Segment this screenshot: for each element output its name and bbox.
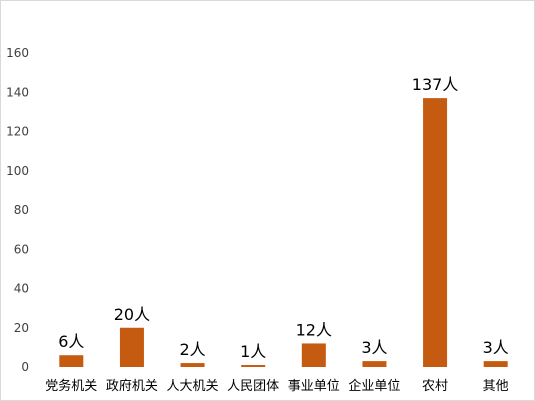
x-tick-label: 企业单位: [348, 378, 400, 394]
x-tick-label: 人民团体: [227, 379, 279, 394]
data-label: 12人: [296, 320, 332, 339]
y-axis: 0 20 40 60 80 100 120 140 160: [6, 46, 29, 374]
x-tick-label: 事业单位: [288, 379, 340, 394]
data-label: 137人: [412, 75, 459, 94]
data-labels: 6人 20人 2人 1人 12人 3人 137人 3人: [58, 75, 509, 361]
y-tick-label: 140: [6, 85, 29, 99]
bar: [362, 361, 387, 367]
y-tick-label: 20: [14, 321, 29, 335]
bar: [119, 327, 144, 367]
bar: [423, 98, 448, 367]
bar: [301, 343, 326, 367]
y-tick-label: 160: [6, 46, 29, 60]
x-tick-label: 党务机关: [45, 378, 97, 394]
data-label: 2人: [179, 340, 205, 359]
x-tick-label: 其他: [483, 379, 509, 394]
x-tick-label: 政府机关: [106, 379, 158, 394]
data-label: 20人: [114, 305, 150, 324]
data-label: 3人: [483, 338, 509, 357]
bars: [59, 98, 508, 367]
y-tick-label: 60: [14, 242, 29, 256]
x-tick-label: 人大机关: [167, 379, 219, 394]
data-label: 1人: [240, 342, 266, 361]
x-tick-label: 农村: [422, 379, 448, 394]
bar: [59, 355, 84, 367]
data-label: 6人: [58, 332, 84, 351]
y-tick-label: 80: [14, 203, 29, 217]
bar: [241, 365, 266, 367]
y-tick-label: 0: [21, 360, 29, 374]
bar: [180, 363, 205, 367]
y-tick-label: 100: [6, 164, 29, 178]
data-label: 3人: [361, 338, 387, 357]
y-tick-label: 40: [14, 282, 29, 296]
x-axis: 党务机关 政府机关 人大机关 人民团体 事业单位 企业单位 农村 其他: [45, 378, 508, 394]
bar: [483, 361, 508, 367]
y-tick-label: 120: [6, 125, 29, 139]
